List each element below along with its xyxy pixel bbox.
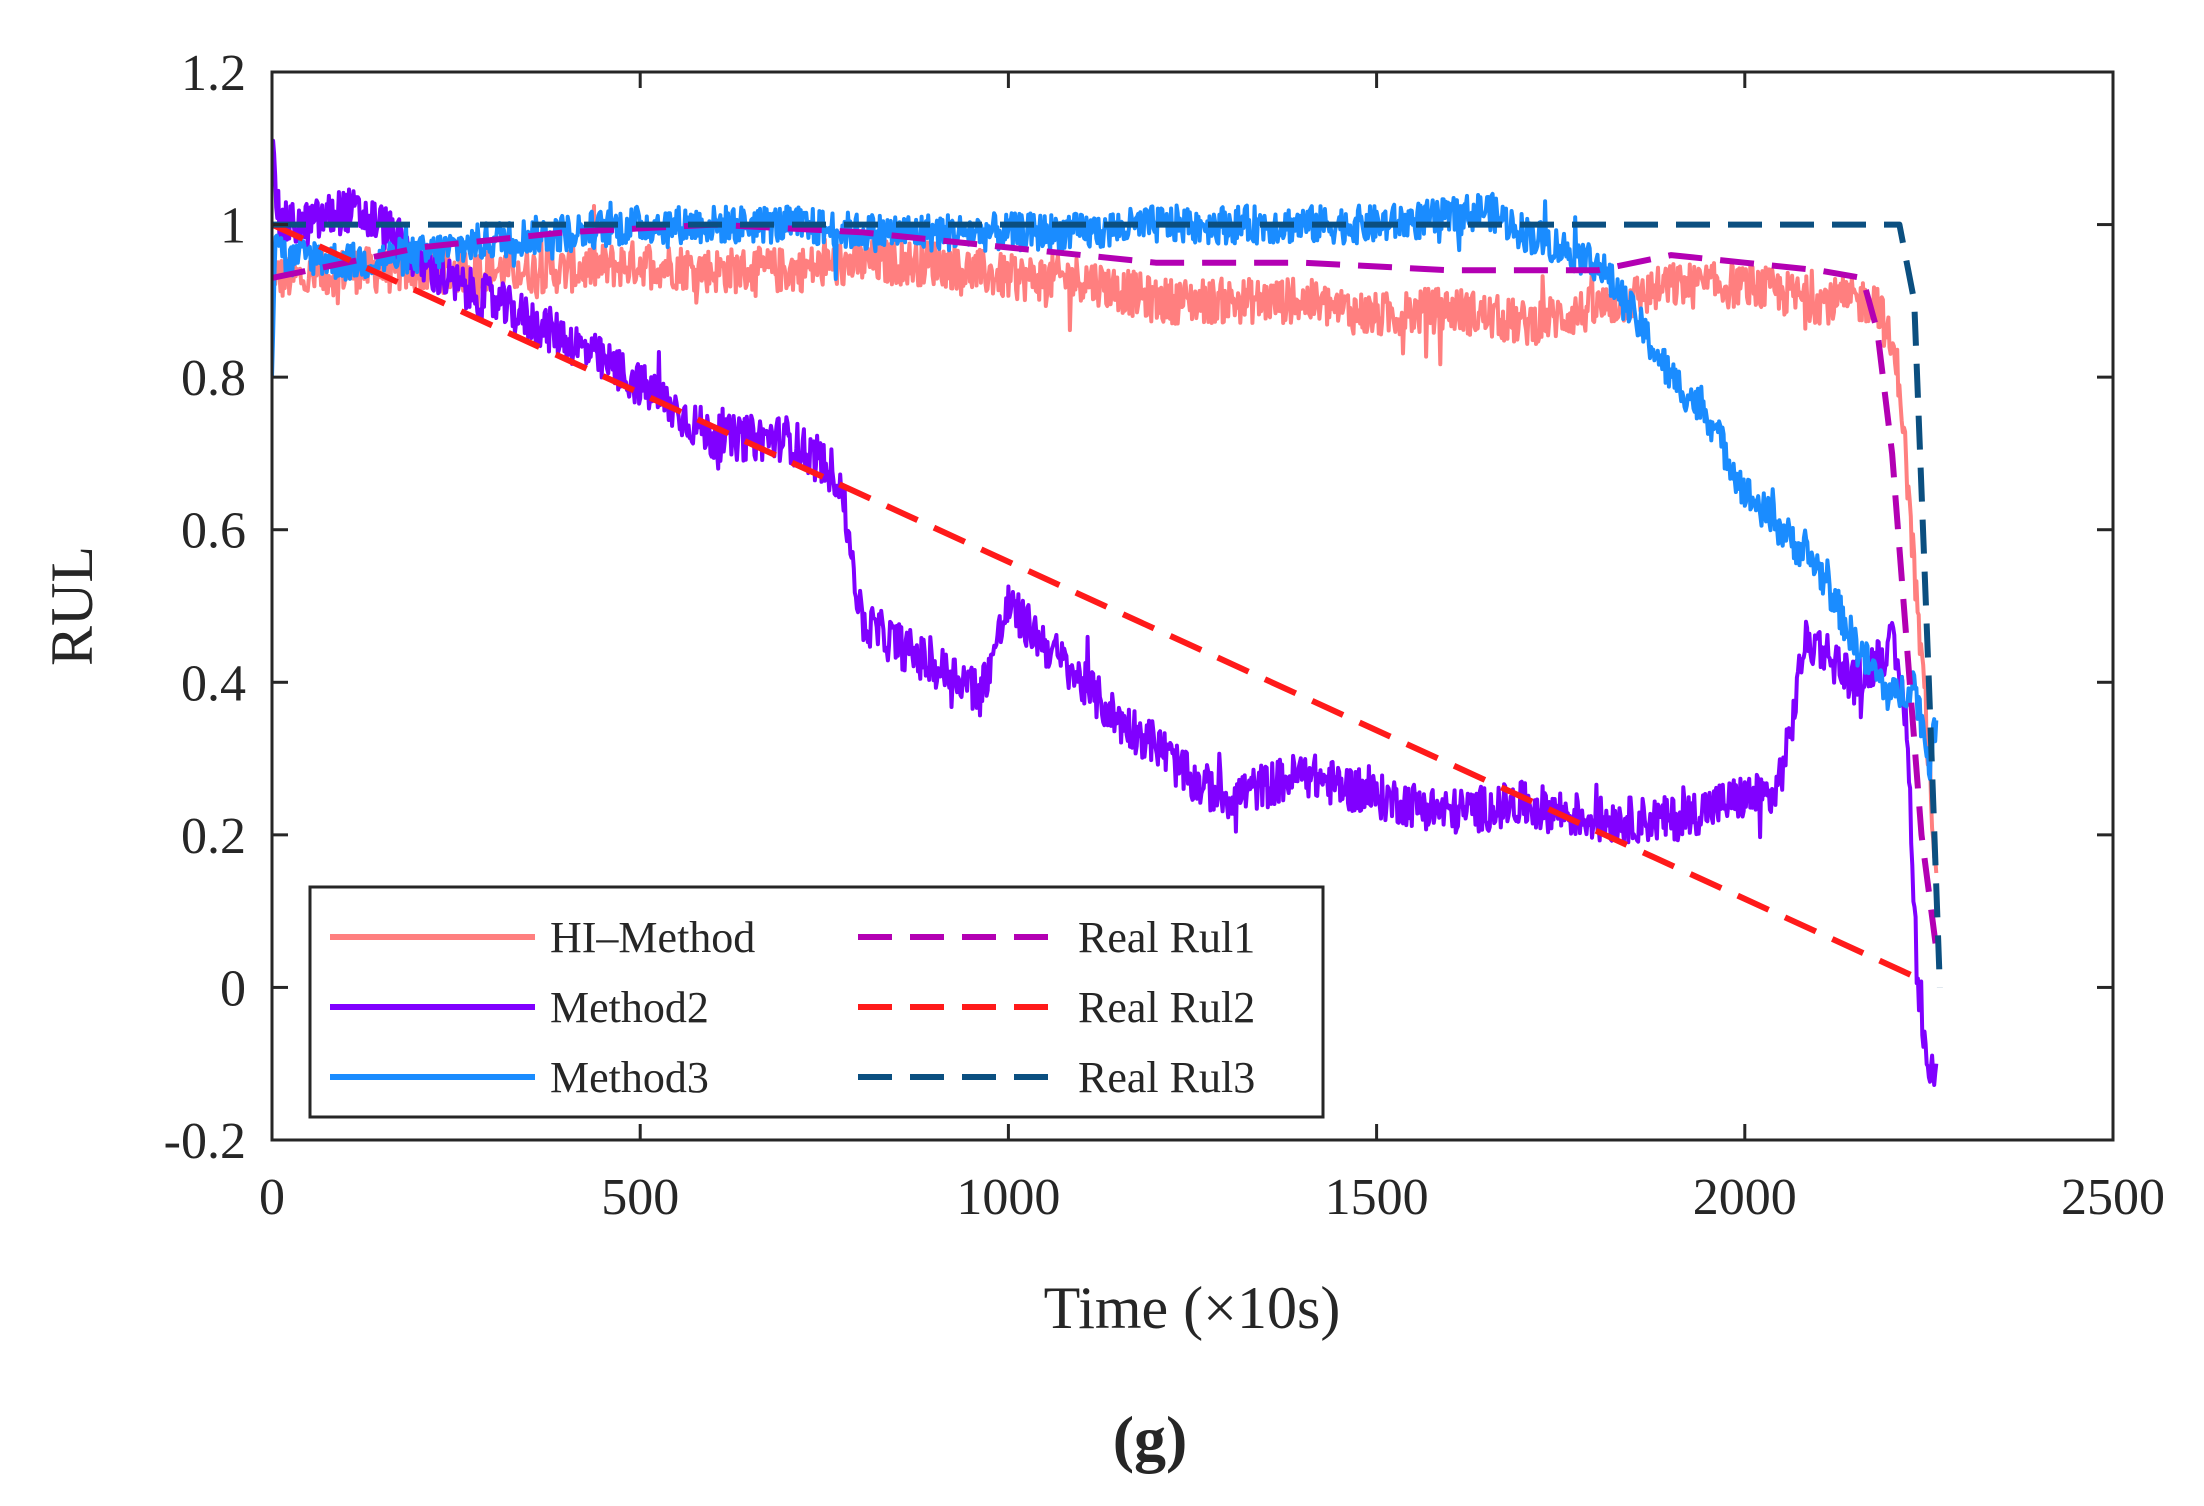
legend-label-method2: Method2: [550, 983, 709, 1032]
legend-label-method3: Method3: [550, 1053, 709, 1102]
legend-label-real-rul1: Real Rul1: [1078, 913, 1255, 962]
x-axis-ticks: 0 500 1000 1500 2000 2500: [259, 72, 2165, 1226]
legend-label-real-rul3: Real Rul3: [1078, 1053, 1255, 1102]
x-tick-label: 2000: [1693, 1169, 1797, 1226]
x-tick-label: 0: [259, 1169, 285, 1226]
y-tick-label: -0.2: [164, 1113, 246, 1170]
y-axis-ticks: -0.2 0 0.2 0.4 0.6 0.8 1 1.2: [164, 45, 2113, 1170]
series-line-real-rul2: [272, 221, 1923, 983]
x-tick-label: 2500: [2061, 1169, 2165, 1226]
y-axis-title: RUL: [39, 546, 105, 666]
series-line-hi-method: [272, 204, 1939, 874]
series-line-real-rul1: [272, 221, 1940, 950]
y-tick-label: 0: [220, 960, 246, 1017]
x-axis-title: Time (×10s): [1044, 1275, 1341, 1341]
legend-label-hi-method: HI–Method: [550, 913, 755, 962]
series-line-method3: [272, 191, 1939, 781]
legend: HI–Method Method2 Method3 Real Rul1 Real Rul…: [308, 885, 1325, 1119]
x-tick-label: 500: [601, 1169, 679, 1226]
x-tick-label: 1000: [956, 1169, 1060, 1226]
axes-box: [270, 70, 2115, 1142]
y-tick-label: 0.4: [181, 655, 246, 712]
series-layer: [272, 138, 1943, 1087]
y-tick-label: 0.2: [181, 808, 246, 865]
y-tick-label: 0.6: [181, 503, 246, 560]
y-tick-label: 1: [220, 198, 246, 255]
y-tick-label: 1.2: [181, 45, 246, 102]
figure-caption: (g): [1113, 1403, 1188, 1474]
legend-label-real-rul2: Real Rul2: [1078, 983, 1255, 1032]
series-line-method2: [272, 138, 1939, 1087]
y-tick-label: 0.8: [181, 350, 246, 407]
x-tick-label: 1500: [1325, 1169, 1429, 1226]
